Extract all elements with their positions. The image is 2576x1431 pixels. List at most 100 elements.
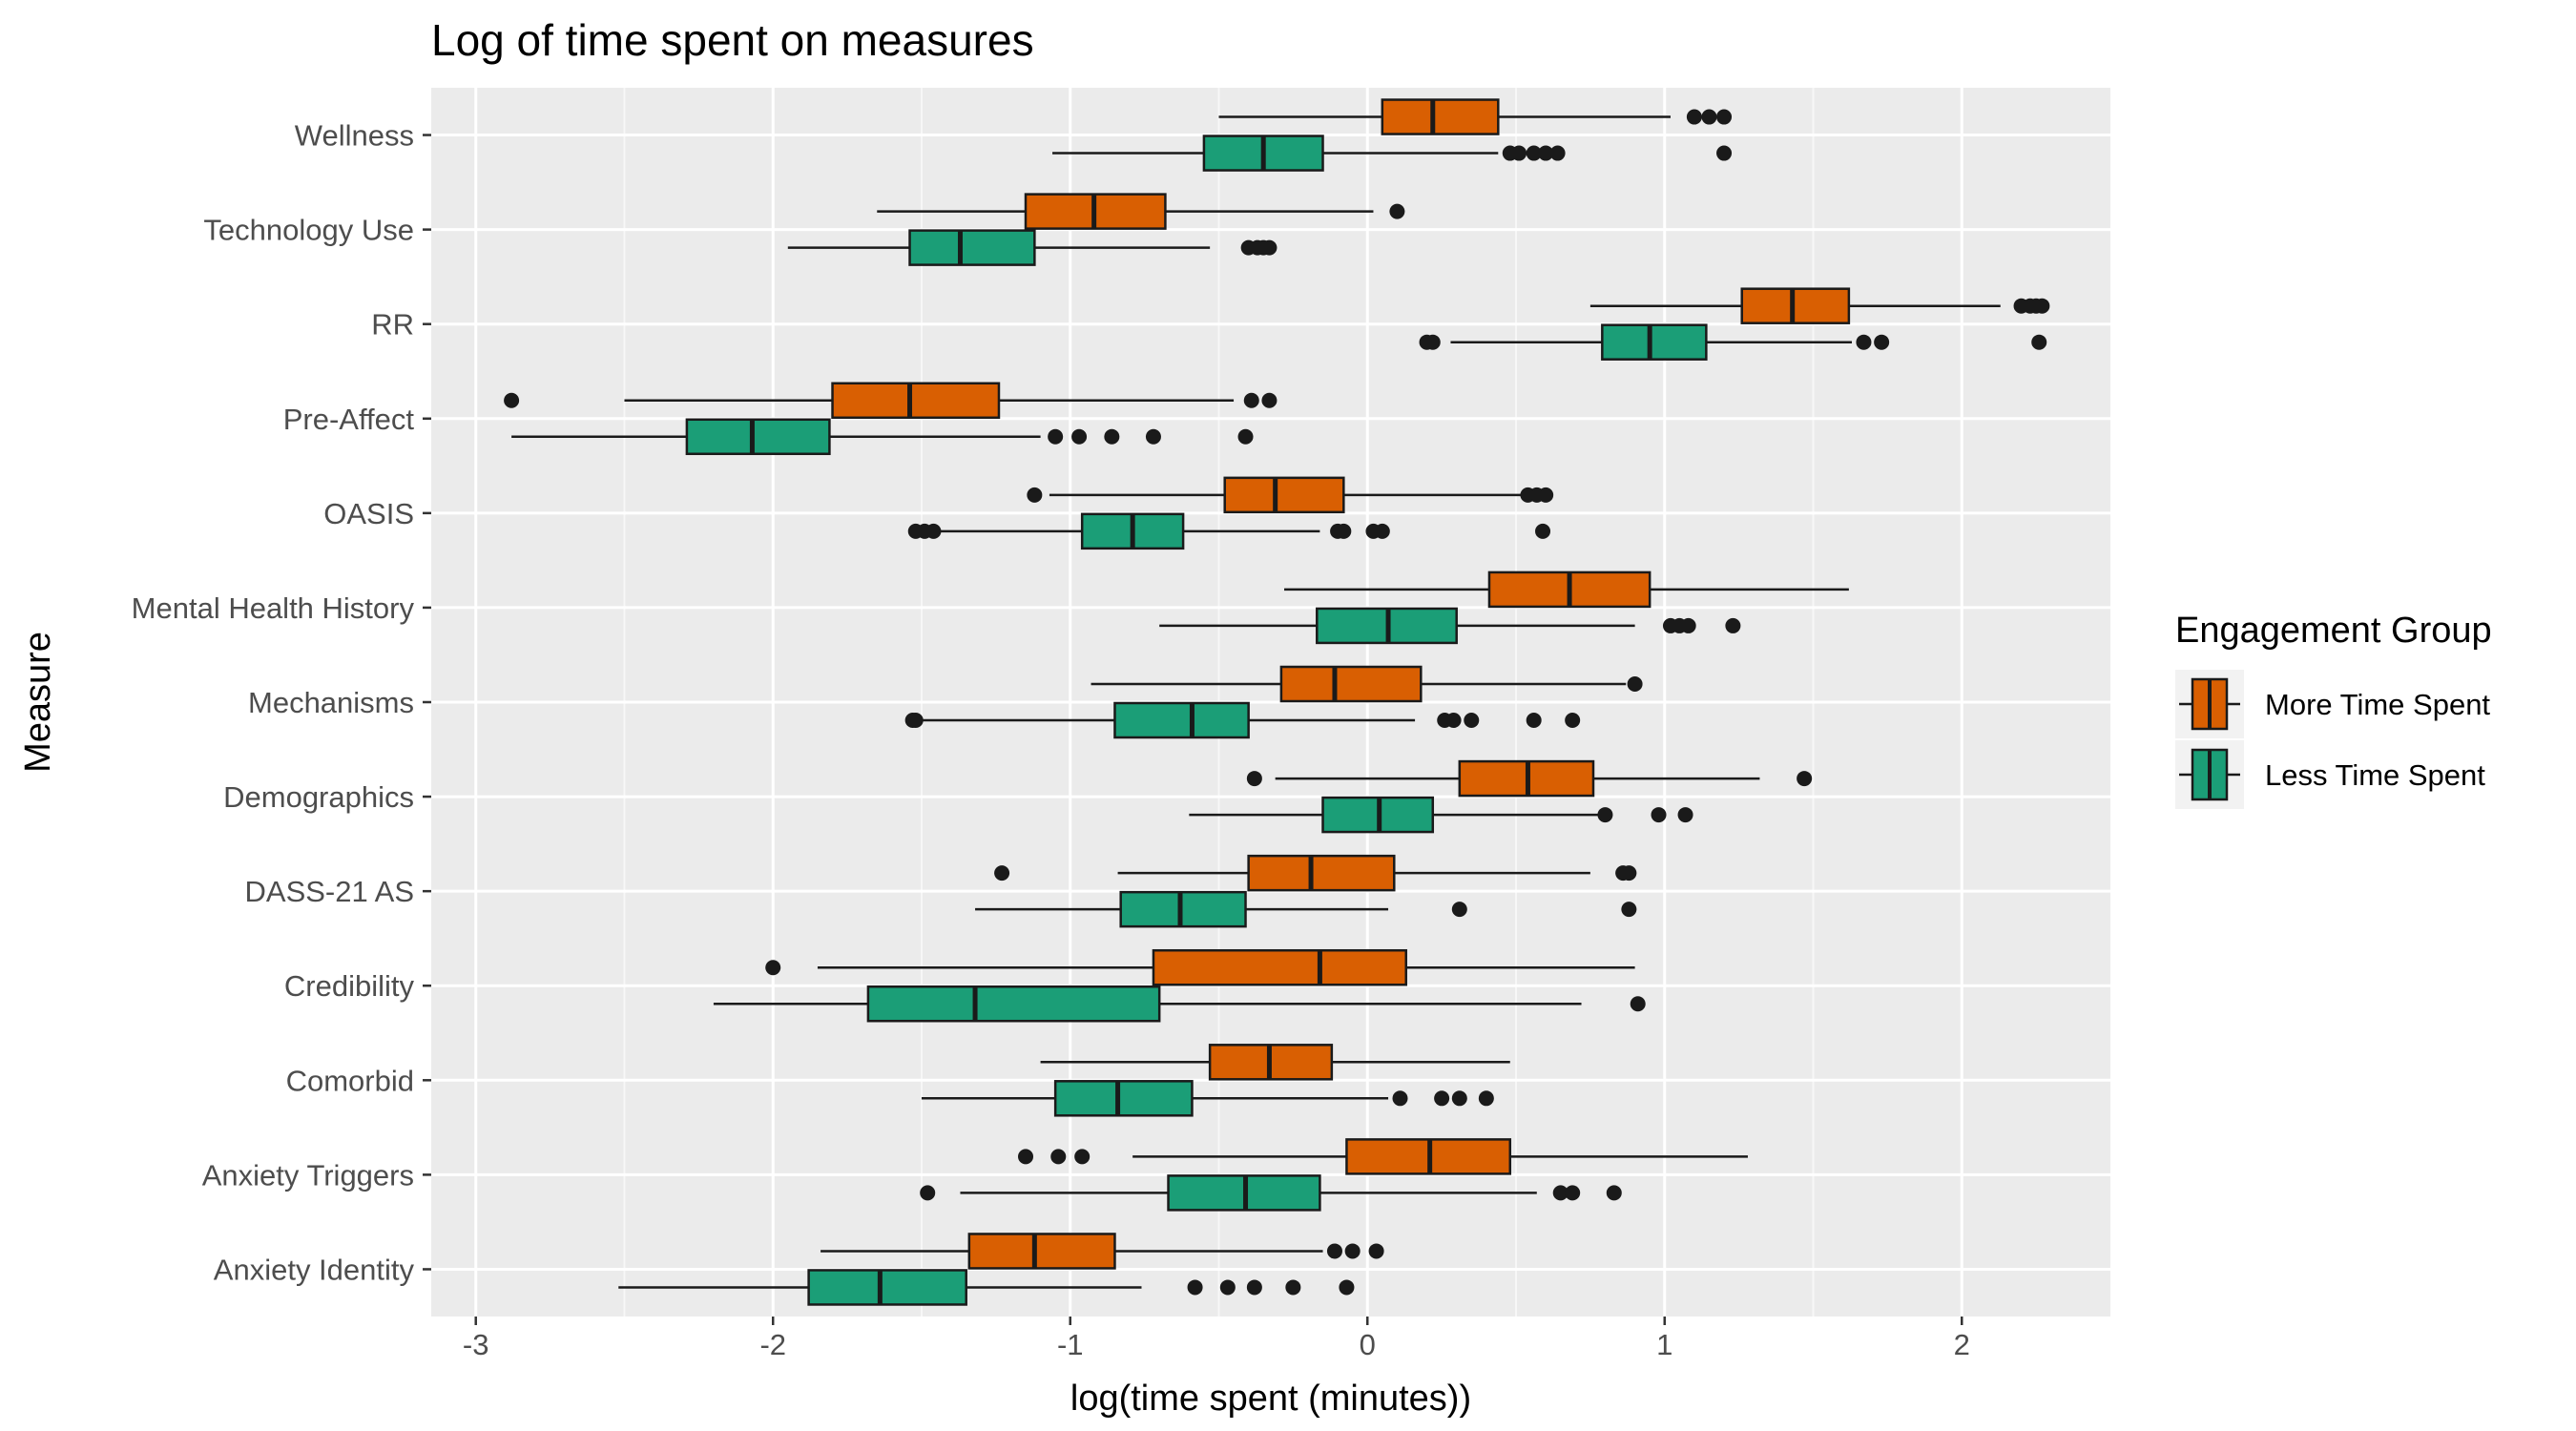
outlier-point	[1565, 1185, 1581, 1201]
outlier-point	[1261, 239, 1278, 256]
outlier-point	[1104, 428, 1120, 445]
outlier-point	[1451, 1090, 1467, 1107]
box-iqr	[967, 1233, 1116, 1270]
outlier-point	[765, 960, 781, 976]
y-tick-label: Technology Use	[203, 214, 414, 247]
outlier-point	[1392, 1090, 1408, 1107]
outlier-point	[1424, 334, 1441, 350]
outlier-point	[1630, 996, 1646, 1012]
outlier-point	[1246, 1279, 1262, 1296]
box-less-time-spent	[920, 1174, 1622, 1212]
outlier-point	[1565, 713, 1581, 728]
legend-title: Engagement Group	[2175, 611, 2492, 651]
box-more-time-spent	[994, 854, 1637, 892]
outlier-point	[1374, 523, 1390, 539]
outlier-point	[1368, 1243, 1384, 1259]
outlier-point	[1535, 523, 1551, 539]
outlier-point	[1464, 713, 1480, 728]
box-more-time-spent	[821, 1233, 1384, 1270]
outlier-point	[1606, 1185, 1622, 1201]
outlier-point	[1538, 145, 1554, 161]
box-iqr	[807, 1269, 967, 1306]
outlier-point	[1326, 1243, 1342, 1259]
outlier-point	[1389, 203, 1405, 219]
box-iqr	[1223, 476, 1345, 514]
y-tick-label: Anxiety Identity	[214, 1253, 415, 1286]
y-tick-label: OASIS	[323, 497, 414, 530]
outlier-point	[1874, 334, 1890, 350]
y-tick-label: Credibility	[284, 969, 415, 1003]
outlier-point	[1549, 145, 1566, 161]
legend-items: More Time Spent Less Time Spent	[2175, 670, 2490, 809]
box-iqr	[866, 985, 1161, 1023]
x-tick-label: -3	[463, 1328, 489, 1361]
box-less-time-spent	[904, 701, 1581, 739]
box-iqr	[1601, 323, 1708, 361]
outlier-point	[1797, 771, 1813, 787]
outlier-point	[1048, 428, 1064, 445]
outlier-point	[1219, 1279, 1236, 1296]
box-iqr	[1113, 701, 1250, 739]
box-iqr	[908, 229, 1036, 266]
box-iqr	[831, 382, 1001, 420]
outlier-point	[1074, 1149, 1091, 1165]
box-less-time-spent	[713, 985, 1646, 1023]
outlier-point	[1701, 109, 1717, 125]
outlier-point	[1856, 334, 1872, 350]
box-less-time-spent	[511, 418, 1254, 456]
outlier-point	[1686, 109, 1702, 125]
outlier-point	[1716, 109, 1733, 125]
box-less-time-spent	[975, 890, 1637, 928]
axes: -3 -2 -1 0 1 2 Wellness Technology Use RR Pre-Aff…	[132, 119, 1970, 1361]
box-less-time-spent	[618, 1269, 1355, 1306]
outlier-point	[1261, 392, 1278, 408]
y-tick-label: Mechanisms	[248, 686, 414, 719]
box-iqr	[1053, 1080, 1194, 1117]
box-more-time-spent	[1246, 759, 1813, 798]
boxes	[504, 98, 2050, 1306]
outlier-point	[1621, 865, 1637, 881]
y-tick-label: Demographics	[223, 780, 414, 814]
outlier-point	[1725, 617, 1741, 633]
x-tick-label: 0	[1360, 1328, 1376, 1361]
x-axis-title: log(time spent (minutes))	[1070, 1379, 1471, 1419]
outlier-point	[1237, 428, 1254, 445]
outlier-point	[1511, 145, 1527, 161]
y-tick-label: Comorbid	[286, 1064, 414, 1097]
y-tick-label: Wellness	[295, 119, 414, 153]
box-iqr	[1381, 98, 1500, 135]
x-tick-label: -2	[759, 1328, 786, 1361]
x-tick-label: 2	[1954, 1328, 1970, 1361]
box-more-time-spent	[1284, 570, 1849, 609]
box-less-time-spent	[1419, 323, 2047, 361]
outlier-point	[1538, 487, 1554, 503]
y-tick-label: Pre-Affect	[283, 403, 415, 436]
box-iqr	[1247, 854, 1396, 892]
box-more-time-spent	[765, 948, 1635, 986]
box-more-time-spent	[1018, 1138, 1748, 1175]
y-tick-label: Anxiety Triggers	[202, 1158, 414, 1192]
chart-title: Log of time spent on measures	[431, 15, 1034, 65]
outlier-point	[925, 523, 942, 539]
box-less-time-spent	[1189, 796, 1693, 834]
outlier-point	[1434, 1090, 1450, 1107]
y-tick-label: DASS-21 AS	[245, 875, 414, 908]
outlier-point	[994, 865, 1010, 881]
outlier-point	[1478, 1090, 1494, 1107]
outlier-point	[1339, 1279, 1355, 1296]
outlier-point	[1552, 1185, 1568, 1201]
outlier-point	[2031, 334, 2047, 350]
outlier-point	[1027, 487, 1043, 503]
outlier-point	[1677, 807, 1693, 823]
y-tick-label: Mental Health History	[132, 591, 415, 625]
box-less-time-spent	[787, 229, 1278, 266]
box-less-time-spent	[1159, 607, 1741, 645]
box-iqr	[1279, 665, 1423, 703]
x-tick-label: -1	[1057, 1328, 1084, 1361]
outlier-point	[1680, 617, 1696, 633]
outlier-point	[1597, 807, 1613, 823]
box-more-time-spent	[1589, 287, 2050, 324]
outlier-point	[1451, 902, 1467, 918]
outlier-point	[1018, 1149, 1034, 1165]
